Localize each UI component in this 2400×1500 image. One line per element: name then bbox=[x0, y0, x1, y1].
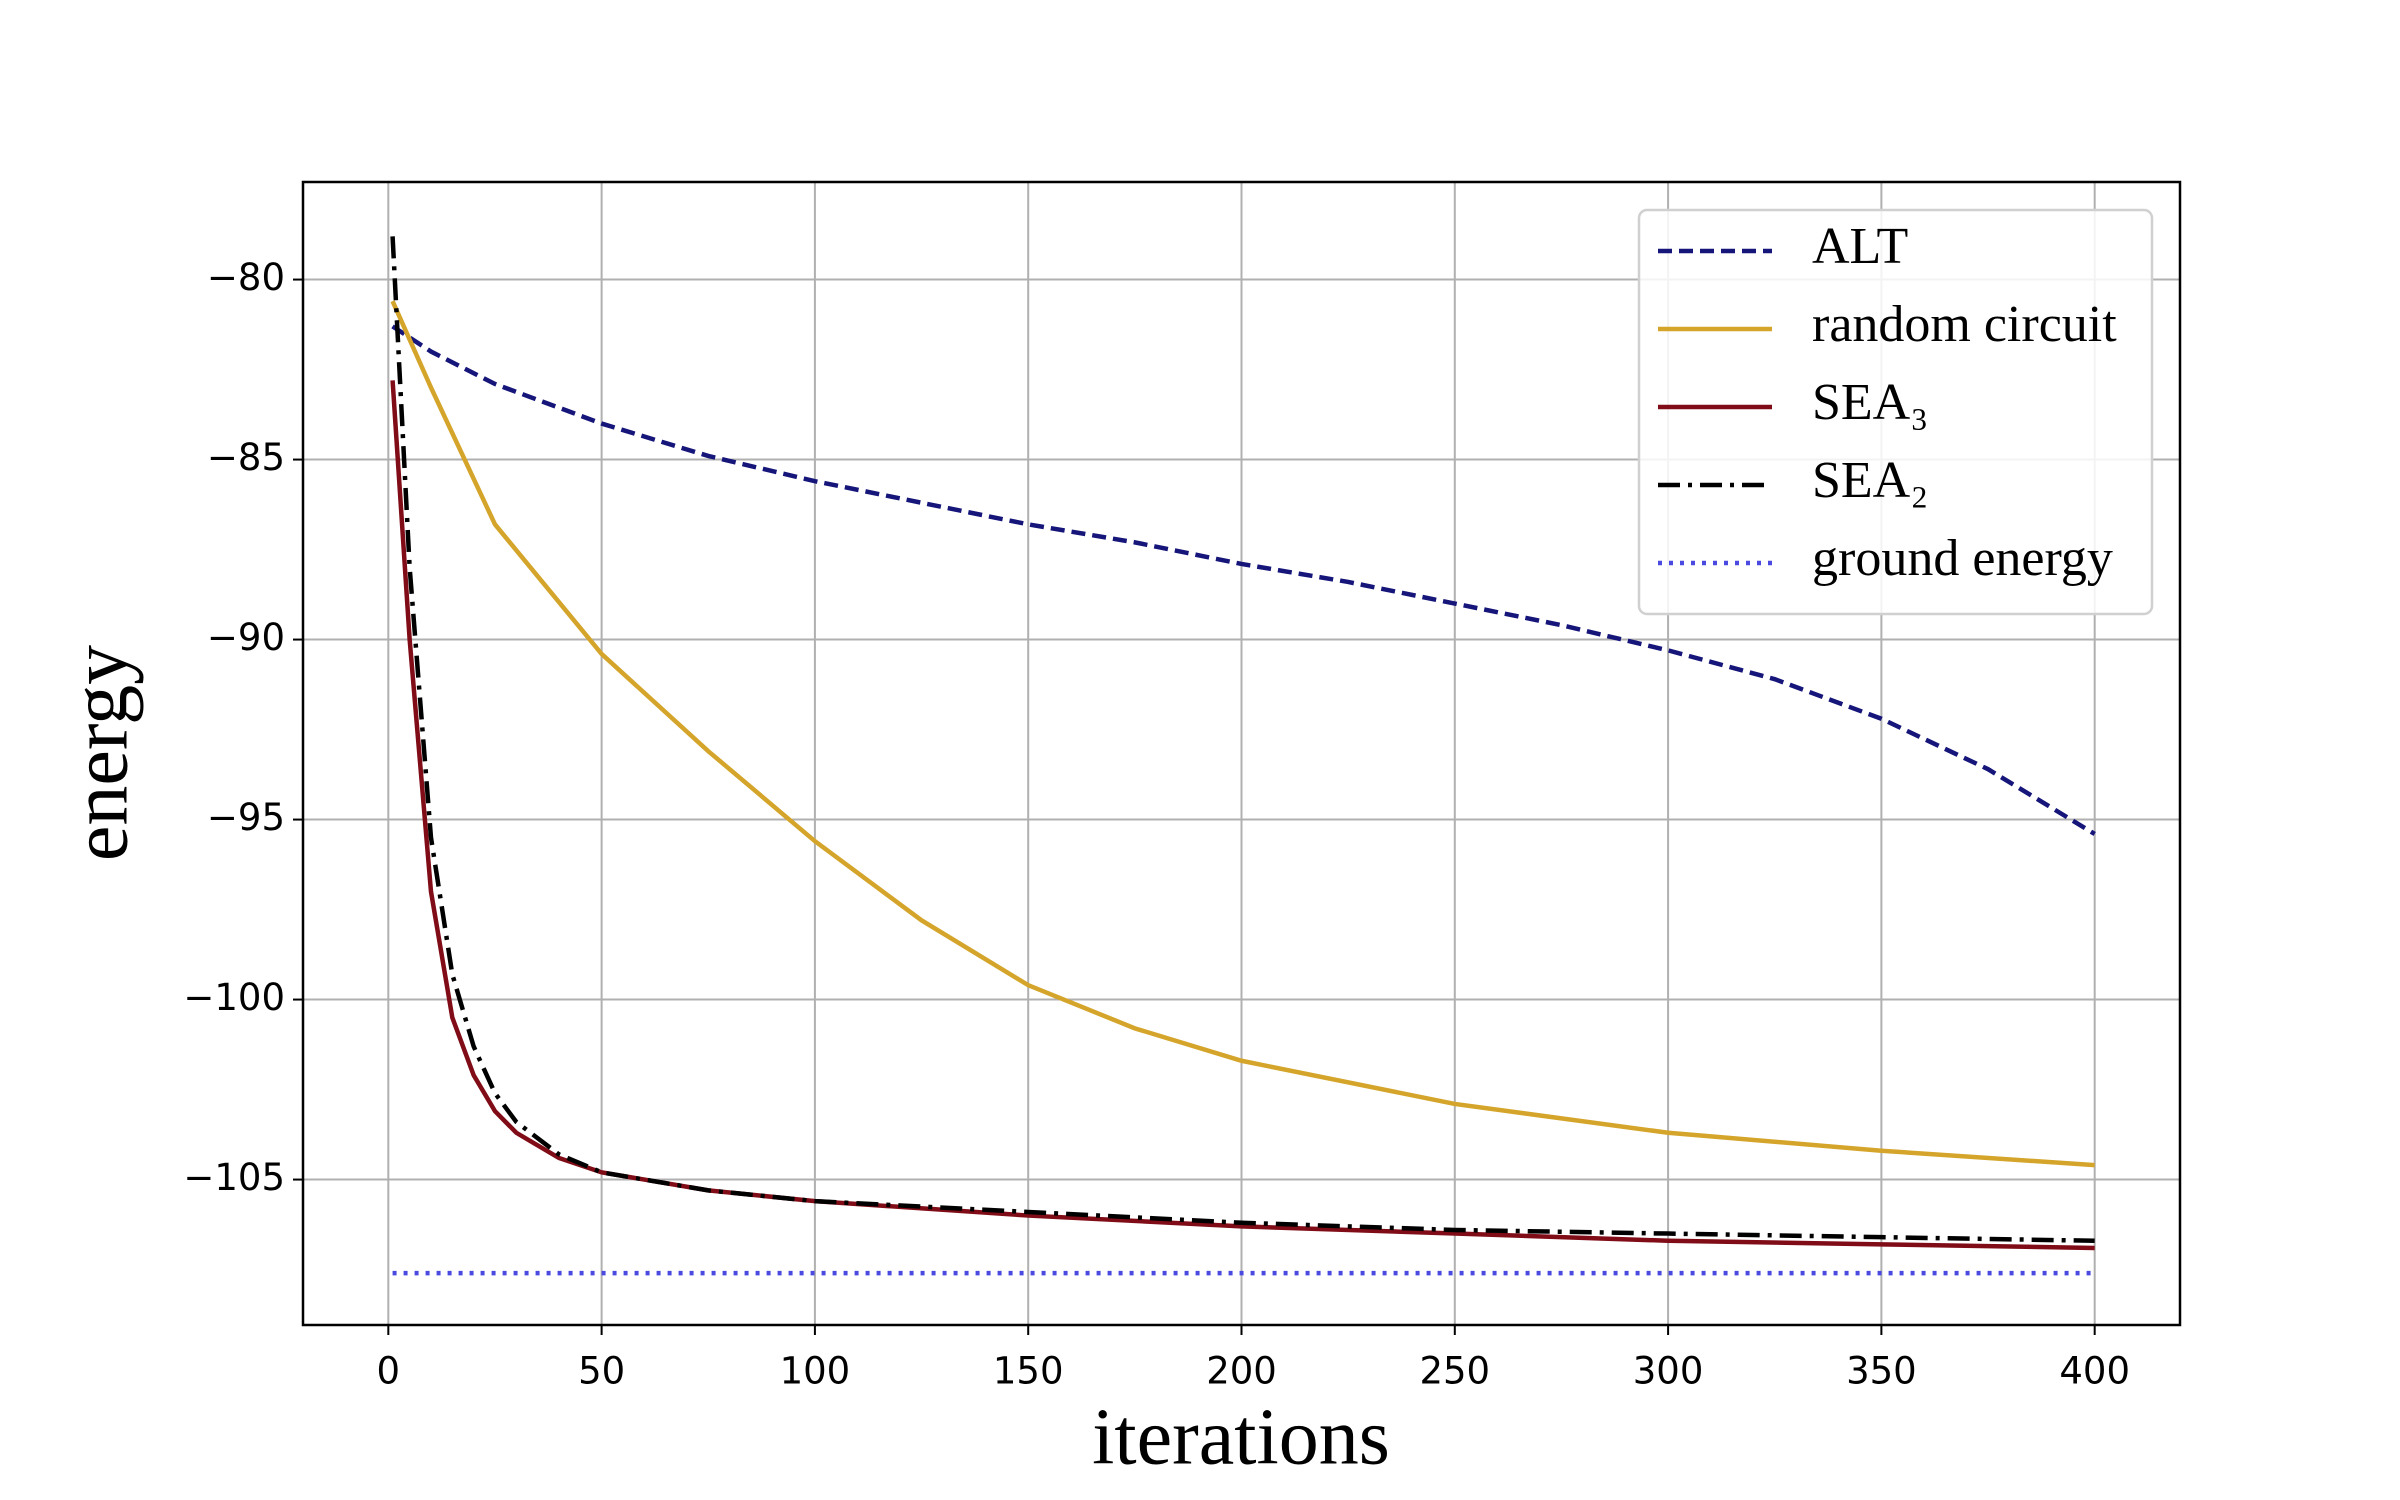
legend-label: SEA₃ bbox=[1812, 374, 1928, 431]
series-line bbox=[390, 380, 2095, 1251]
legend-box bbox=[1637, 208, 2154, 616]
x-tick-label: 400 bbox=[2059, 1350, 2130, 1393]
y-tick-label: −95 bbox=[207, 796, 285, 839]
y-tick-label: −105 bbox=[183, 1156, 285, 1199]
x-tick-label: 50 bbox=[578, 1350, 625, 1393]
lines bbox=[390, 236, 2096, 1276]
x-tick-label: 100 bbox=[780, 1350, 851, 1393]
legend: ALT random circuit SEA₃ SEA₂ ground energy bbox=[1637, 208, 2154, 616]
legend-label: ground energy bbox=[1812, 530, 2113, 587]
series-line bbox=[390, 300, 2095, 1168]
x-tick-label: 200 bbox=[1206, 1350, 1277, 1393]
y-tick-label: −80 bbox=[207, 256, 285, 299]
y-axis-label: energy bbox=[56, 645, 144, 861]
x-tick-label: 150 bbox=[993, 1350, 1064, 1393]
legend-label: SEA₂ bbox=[1812, 452, 1928, 509]
series-line bbox=[391, 324, 2096, 836]
legend-label: random circuit bbox=[1812, 296, 2117, 353]
y-tick-label: −100 bbox=[183, 976, 285, 1019]
y-tick-label: −85 bbox=[207, 436, 285, 479]
x-tick-label: 250 bbox=[1419, 1350, 1490, 1393]
x-tick-label: 300 bbox=[1633, 1350, 1704, 1393]
y-tick-label: −90 bbox=[207, 616, 285, 659]
x-tick-label: 350 bbox=[1846, 1350, 1917, 1393]
legend-label: ALT bbox=[1812, 218, 1908, 275]
x-axis-label: iterations bbox=[1092, 1393, 1390, 1481]
x-tick-label: 0 bbox=[377, 1350, 401, 1393]
